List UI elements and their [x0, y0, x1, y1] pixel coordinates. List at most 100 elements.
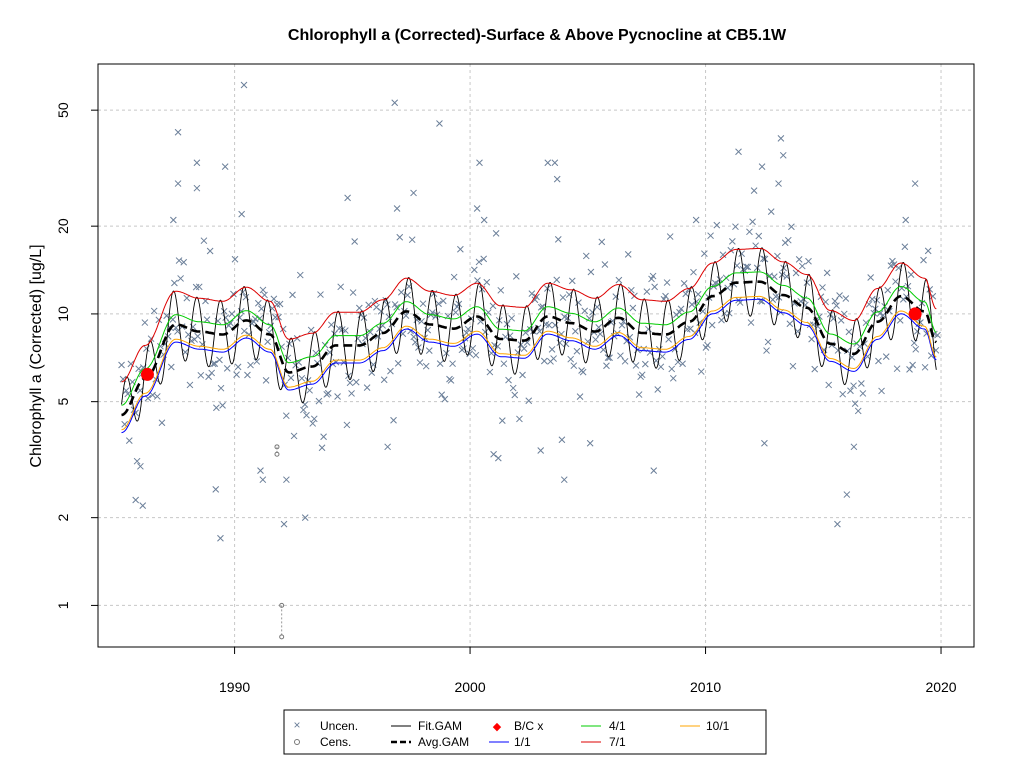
uncensored-point [137, 462, 144, 470]
uncensored-point [217, 384, 225, 392]
uncensored-point [239, 288, 247, 296]
uncensored-point [318, 444, 326, 452]
uncensored-point [425, 347, 433, 355]
uncensored-point [158, 419, 166, 427]
uncensored-point [197, 371, 205, 379]
uncensored-point [823, 269, 831, 277]
uncensored-point [592, 336, 599, 343]
uncensored-point [641, 360, 649, 368]
uncensored-point [666, 233, 674, 240]
uncensored-point [262, 376, 270, 384]
uncensored-point [206, 247, 214, 255]
uncensored-point [567, 355, 575, 363]
uncensored-point [125, 437, 133, 444]
uncensored-point [586, 439, 594, 447]
uncensored-point [839, 390, 847, 398]
uncensored-point [307, 326, 315, 334]
uncensored-point [127, 360, 135, 368]
uncensored-point [752, 242, 760, 250]
uncensored-point [438, 391, 446, 399]
legend-r71-label: 7/1 [609, 735, 626, 749]
uncensored-point [363, 384, 371, 391]
uncensored-point [470, 266, 478, 274]
bcx-point [908, 307, 922, 321]
uncensored-point [211, 360, 219, 367]
uncensored-point [635, 391, 643, 398]
uncensored-point [212, 486, 220, 493]
y-tick-label: 50 [55, 102, 71, 118]
uncensored-point [301, 514, 309, 522]
uncensored-point [551, 159, 559, 167]
uncensored-point [629, 304, 637, 312]
uncensored-point [253, 358, 261, 365]
fit-gam-line [121, 247, 937, 422]
uncensored-point [645, 325, 652, 333]
uncensored-point [882, 353, 890, 360]
ratio-7-1-line [121, 248, 937, 383]
uncensored-point [909, 361, 916, 369]
uncensored-point [443, 349, 450, 357]
gam-lines [121, 247, 938, 434]
uncensored-point [525, 397, 533, 405]
uncensored-point [183, 294, 191, 302]
uncensored-point [520, 345, 528, 353]
uncensored-point [494, 454, 502, 462]
uncensored-point [213, 404, 220, 412]
uncensored-point [509, 384, 517, 392]
uncensored-point [680, 280, 688, 287]
uncensored-point [777, 135, 785, 142]
uncensored-point [579, 368, 587, 376]
uncensored-point [553, 175, 561, 183]
uncensored-point [615, 276, 623, 284]
uncensored-point [690, 268, 697, 276]
uncensored-point [349, 289, 357, 296]
uncensored-point [676, 308, 683, 316]
uncensored-point [203, 316, 211, 323]
uncensored-point [912, 345, 920, 353]
uncensored-point [393, 303, 400, 311]
legend-cens-symbol [294, 739, 300, 745]
uncensored-point [341, 327, 349, 334]
uncensored-point [735, 148, 742, 156]
uncensored-point [770, 273, 778, 281]
uncensored-point [139, 502, 147, 509]
uncensored-point [719, 251, 727, 259]
uncensored-point [320, 433, 327, 441]
plot-frame [97, 63, 975, 648]
uncensored-point [384, 443, 391, 451]
uncensored-point [603, 362, 610, 370]
uncensored-point [295, 359, 303, 366]
uncensored-point [707, 232, 714, 240]
uncensored-point [122, 387, 130, 394]
uncensored-point [180, 258, 188, 266]
uncensored-point [317, 291, 324, 298]
uncensored-point [654, 386, 662, 393]
uncensored-point [393, 205, 401, 212]
uncensored-point [517, 341, 525, 349]
uncensored-point [845, 328, 853, 336]
uncensored-point [545, 321, 553, 329]
uncensored-point [436, 360, 444, 367]
uncensored-point [851, 400, 859, 407]
uncensored-point [892, 278, 899, 285]
uncensored-point [408, 236, 416, 244]
uncensored-point [175, 257, 183, 264]
y-axis-label: Chlorophyll a (Corrected) [ug/L] [28, 244, 45, 467]
uncensored-point [627, 286, 635, 294]
uncensored-point [679, 360, 686, 368]
uncensored-point [193, 159, 201, 167]
uncensored-point [753, 264, 761, 272]
uncensored-point [651, 283, 658, 291]
uncensored-point [859, 390, 867, 397]
uncensored-point [902, 216, 910, 224]
uncensored-point [649, 272, 657, 280]
uncensored-point [755, 232, 763, 240]
uncensored-point [601, 261, 609, 268]
uncensored-point [283, 476, 290, 484]
y-tick-label: 10 [55, 306, 71, 322]
uncensored-point [450, 273, 458, 281]
uncensored-point [289, 291, 296, 299]
uncensored-point [572, 327, 579, 335]
uncensored-point [617, 352, 624, 360]
